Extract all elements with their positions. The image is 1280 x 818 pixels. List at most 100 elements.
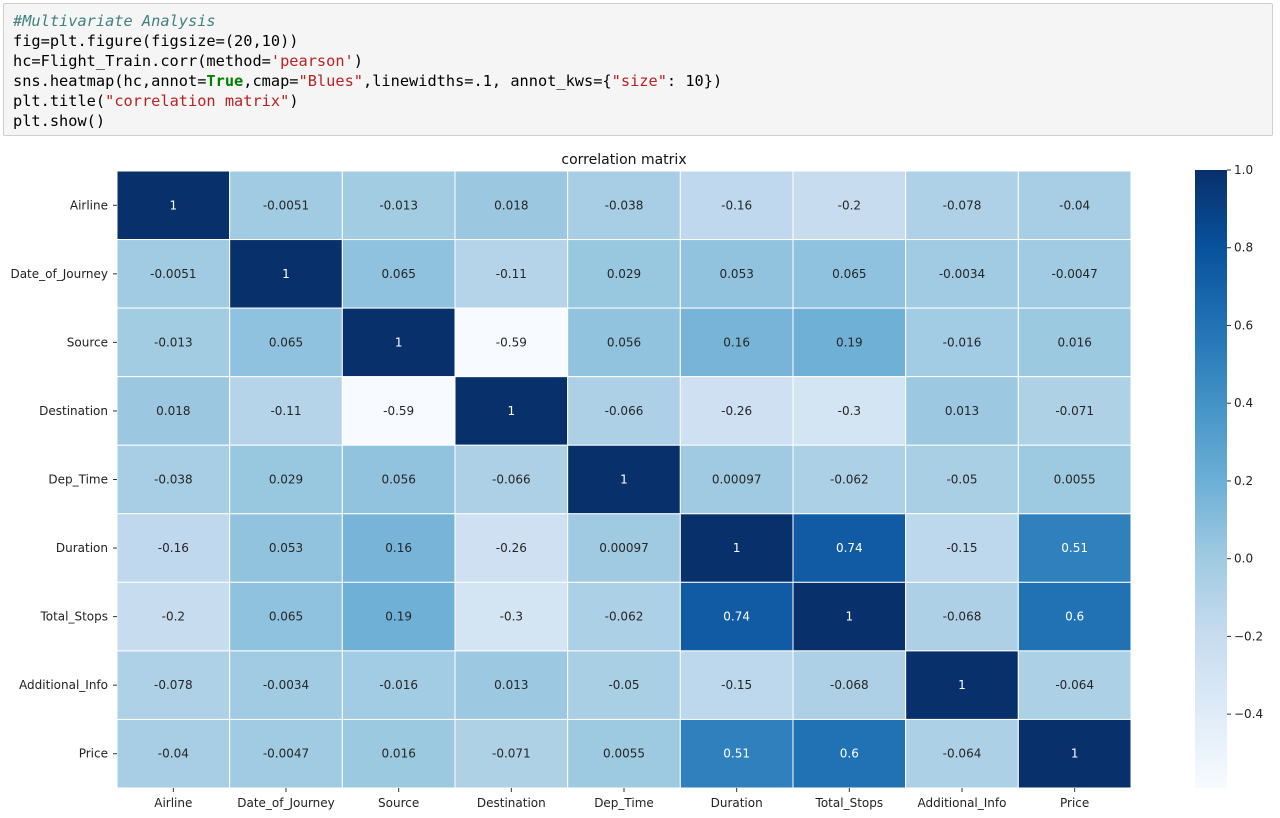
cell-annotation: 0.053 — [719, 267, 753, 281]
cell-annotation: 0.16 — [385, 541, 412, 555]
heatmap-cell — [679, 718, 794, 789]
colorbar-tick-label: −0.2 — [1234, 629, 1263, 643]
y-tick-label: Duration — [56, 541, 108, 555]
chart-title: correlation matrix — [561, 152, 686, 168]
cell-annotation: -0.16 — [721, 198, 752, 212]
cell-annotation: -0.04 — [158, 747, 189, 761]
colorbar-tick-label: 0.2 — [1234, 474, 1253, 488]
heatmap-cell — [341, 718, 456, 789]
cell-annotation: -0.068 — [830, 678, 869, 692]
heatmap-cell — [341, 444, 456, 515]
code-token: fig=plt.figure(figsize=(20,10)) — [13, 32, 299, 50]
cell-annotation: 1 — [733, 541, 741, 555]
cell-annotation: 1 — [508, 404, 516, 418]
cell-annotation: 0.74 — [836, 541, 863, 555]
cell-annotation: -0.0047 — [1052, 267, 1098, 281]
cell-annotation: -0.2 — [162, 610, 185, 624]
y-tick-label: Source — [67, 335, 108, 349]
heatmap-cell — [567, 239, 681, 309]
cell-annotation: 0.19 — [836, 335, 863, 349]
cell-annotation: 0.16 — [723, 335, 750, 349]
code-line: fig=plt.figure(figsize=(20,10)) — [13, 31, 1263, 51]
cell-annotation: -0.2 — [838, 198, 861, 212]
heatmap-cell — [1017, 444, 1132, 515]
code-token: sns.heatmap(hc,annot= — [13, 72, 207, 90]
cell-annotation: -0.16 — [158, 541, 189, 555]
heatmap-cell — [229, 307, 343, 378]
heatmap-cell — [116, 581, 231, 652]
code-line: sns.heatmap(hc,annot=True,cmap="Blues",l… — [13, 71, 1263, 91]
colorbar-tick-label: 0.4 — [1234, 396, 1253, 410]
cell-annotation: -0.26 — [721, 404, 752, 418]
heatmap-cell — [567, 581, 681, 652]
cell-annotation: 1 — [282, 267, 290, 281]
cell-annotation: -0.0047 — [263, 747, 309, 761]
cell-annotation: 1 — [1071, 747, 1079, 761]
x-tick-label: Duration — [711, 796, 763, 810]
x-tick-label: Total_Stops — [815, 796, 884, 810]
cell-annotation: -0.078 — [154, 678, 193, 692]
heatmap-cell — [341, 170, 456, 241]
cell-annotation: -0.3 — [500, 610, 523, 624]
cell-annotation: -0.0051 — [263, 198, 309, 212]
heatmap-cell — [229, 170, 343, 241]
colorbar-tick-label: 0.8 — [1234, 241, 1253, 255]
cell-annotation: -0.038 — [154, 473, 193, 487]
cell-annotation: 0.00097 — [712, 473, 762, 487]
heatmap-cell — [567, 650, 681, 720]
cell-annotation: 0.065 — [269, 335, 303, 349]
y-tick-label: Airline — [70, 198, 108, 212]
heatmap-cell — [116, 307, 231, 378]
heatmap-cell — [341, 650, 456, 720]
cell-annotation: 0.018 — [156, 404, 190, 418]
cell-annotation: -0.066 — [605, 404, 644, 418]
code-token: ,linewidths=.1, annot_kws={ — [362, 72, 612, 90]
cell-annotation: -0.0051 — [150, 267, 196, 281]
colorbar-gradient — [1195, 170, 1227, 788]
x-tick-label: Date_of_Journey — [237, 796, 335, 810]
cell-annotation: -0.013 — [379, 198, 418, 212]
cell-annotation: -0.071 — [492, 747, 531, 761]
cell-annotation: -0.038 — [605, 198, 644, 212]
y-tick-label: Price — [79, 747, 108, 761]
code-cell[interactable]: #Multivariate Analysis fig=plt.figure(fig… — [3, 3, 1273, 136]
cell-annotation: 1 — [958, 678, 966, 692]
heatmap-cell — [116, 376, 231, 446]
heatmap-cell — [454, 650, 569, 720]
cell-annotation: 0.74 — [723, 610, 750, 624]
y-tick-label: Additional_Info — [19, 678, 108, 692]
code-line: #Multivariate Analysis — [13, 11, 1263, 31]
heatmap-cell — [116, 239, 231, 309]
x-tick-label: Airline — [154, 796, 192, 810]
heatmap-cell — [679, 444, 794, 515]
heatmap-cell — [341, 513, 456, 583]
heatmap-cell — [567, 307, 681, 378]
heatmap-cell — [116, 718, 231, 789]
cell-annotation: 0.0055 — [603, 747, 645, 761]
heatmap-cell — [116, 170, 231, 241]
cell-annotation: 0.6 — [840, 747, 859, 761]
colorbar: 1.0 0.8 0.6 0.4 0.2 0.0 −0.2 −0.4 — [1195, 163, 1263, 788]
cell-annotation: -0.11 — [496, 267, 527, 281]
heatmap-cell — [1017, 376, 1132, 446]
heatmap-cell — [454, 718, 569, 789]
heatmap-cells: 1 -0.0051 -0.013 0.018 -0.038 -0.16 -0.2 -0.078… — [116, 170, 1132, 789]
cell-annotation: 0.016 — [381, 747, 415, 761]
heatmap-cell — [905, 513, 1019, 583]
heatmap-cell — [792, 307, 907, 378]
cell-annotation: -0.15 — [721, 678, 752, 692]
heatmap-cell — [454, 444, 569, 515]
code-token: ) — [353, 52, 363, 70]
heatmap-chart: correlation matrix 1 -0.0051 -0.013 0.018 -0… — [10, 152, 1263, 810]
code-token: "correlation matrix" — [105, 92, 290, 110]
cell-annotation: -0.11 — [270, 404, 301, 418]
cell-annotation: -0.05 — [946, 473, 977, 487]
cell-annotation: -0.0034 — [263, 678, 309, 692]
code-token: ,cmap= — [243, 72, 299, 90]
heatmap-cell — [1017, 650, 1132, 720]
cell-annotation: 0.056 — [381, 473, 415, 487]
heatmap-cell — [116, 444, 231, 515]
heatmap-cell — [454, 513, 569, 583]
cell-annotation: -0.078 — [943, 198, 982, 212]
heatmap-cell — [567, 170, 681, 241]
